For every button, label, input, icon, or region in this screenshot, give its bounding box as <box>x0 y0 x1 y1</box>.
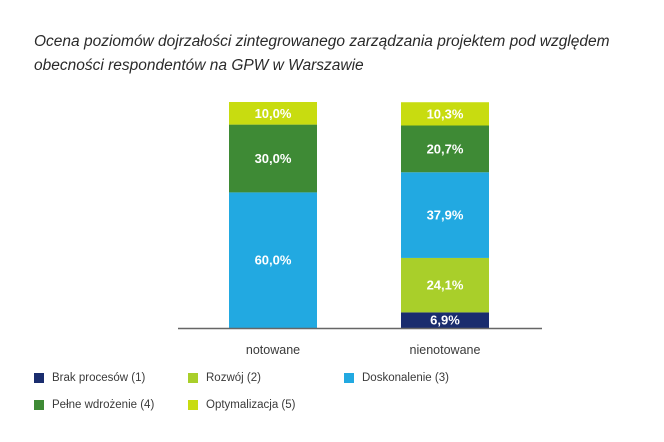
data-label-rozwoj-1: 24,1% <box>427 278 464 293</box>
data-label-pelne-1: 20,7% <box>427 141 464 156</box>
bar-segment-pelne-0 <box>229 124 317 193</box>
chart-title-line-2: obecności respondentów na GPW w Warszawi… <box>34 57 364 74</box>
chart-title-line-1: Ocena poziomów dojrzałości zintegrowaneg… <box>34 33 610 50</box>
bar-segment-doskonalenie-1 <box>401 172 489 258</box>
bar-segment-pelne-1 <box>401 125 489 173</box>
bar-segment-optymalizacja-0 <box>229 102 317 125</box>
category-label-1: nienotowane <box>410 343 481 357</box>
data-label-pelne-0: 30,0% <box>255 151 292 166</box>
bar-segment-doskonalenie-0 <box>229 192 317 328</box>
bar-segment-brak-1 <box>401 312 489 328</box>
bar-segment-rozwoj-1 <box>401 257 489 313</box>
chart-title: Ocena poziomów dojrzałości zintegrowaneg… <box>34 30 654 78</box>
data-label-optymalizacja-0: 10,0% <box>255 106 292 121</box>
bar-segment-optymalizacja-1 <box>401 102 489 126</box>
data-label-doskonalenie-1: 37,9% <box>427 208 464 223</box>
data-label-brak-1: 6,9% <box>430 313 460 328</box>
category-label-0: notowane <box>246 343 300 357</box>
data-label-doskonalenie-0: 60,0% <box>255 253 292 268</box>
data-label-optymalizacja-1: 10,3% <box>427 106 464 121</box>
